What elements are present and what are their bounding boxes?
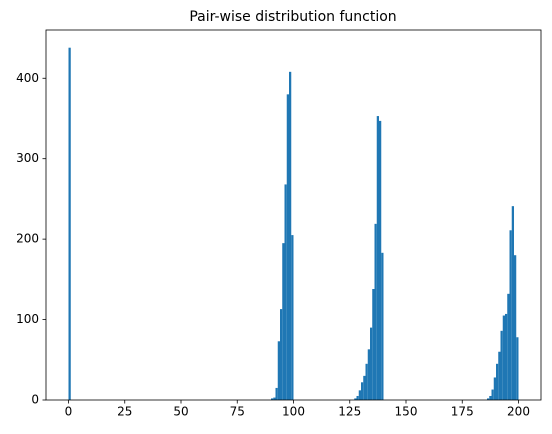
- x-tick-label: 125: [338, 405, 361, 419]
- chart-title: Pair-wise distribution function: [189, 9, 396, 25]
- bar: [381, 252, 384, 400]
- bar: [489, 395, 492, 400]
- bar: [507, 293, 510, 400]
- bar: [376, 116, 379, 400]
- bar: [374, 223, 377, 400]
- bar: [502, 315, 505, 400]
- bar: [487, 398, 490, 400]
- bar: [379, 120, 382, 401]
- bar: [493, 377, 496, 400]
- bar: [361, 382, 364, 400]
- bar: [491, 389, 494, 400]
- bar: [280, 309, 283, 400]
- bar: [356, 395, 359, 400]
- y-tick-label: 0: [31, 393, 39, 407]
- bar: [273, 397, 276, 400]
- bar: [372, 289, 375, 400]
- bar: [291, 235, 294, 400]
- bar: [500, 330, 503, 400]
- x-tick-label: 150: [395, 405, 418, 419]
- bar: [289, 71, 292, 401]
- bar: [284, 184, 287, 400]
- x-tick-label: 25: [117, 405, 132, 419]
- bar: [370, 327, 373, 400]
- bar: [511, 206, 514, 400]
- bar: [358, 390, 361, 400]
- bar: [286, 94, 289, 400]
- bar: [509, 230, 512, 400]
- bar: [354, 398, 357, 400]
- bar: [496, 363, 499, 400]
- bar: [505, 313, 508, 400]
- bar: [275, 387, 278, 400]
- x-tick-label: 50: [173, 405, 188, 419]
- y-tick-label: 300: [16, 151, 39, 165]
- bar: [365, 363, 368, 400]
- x-tick-label: 100: [282, 405, 305, 419]
- x-tick-label: 0: [65, 405, 73, 419]
- bar: [271, 398, 274, 400]
- bar: [277, 341, 280, 400]
- bar: [516, 337, 519, 400]
- bar: [498, 351, 501, 400]
- y-tick-label: 200: [16, 232, 39, 246]
- y-tick-label: 400: [16, 71, 39, 85]
- bar: [363, 375, 366, 400]
- y-tick-label: 100: [16, 312, 39, 326]
- bar: [367, 349, 370, 400]
- x-tick-label: 200: [507, 405, 530, 419]
- bar: [514, 255, 517, 400]
- bar: [68, 47, 71, 401]
- bar: [282, 243, 285, 400]
- x-tick-label: 175: [451, 405, 474, 419]
- x-tick-label: 75: [230, 405, 245, 419]
